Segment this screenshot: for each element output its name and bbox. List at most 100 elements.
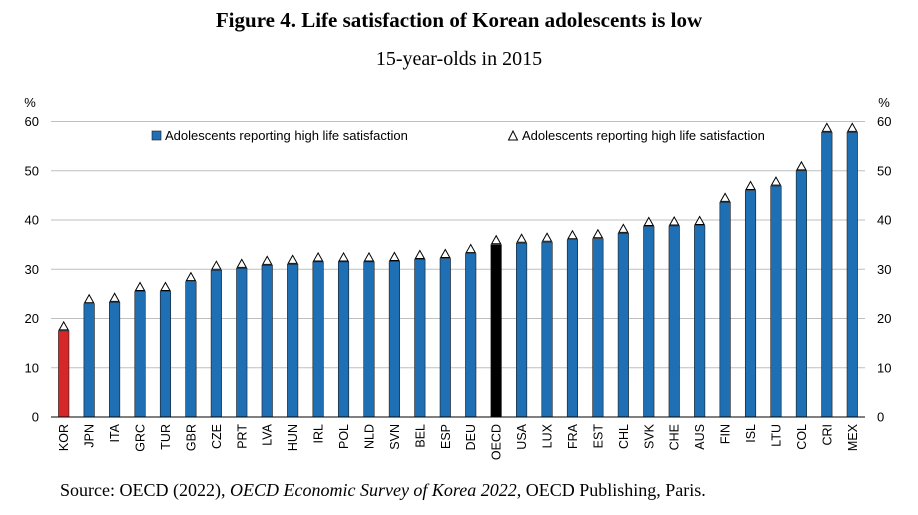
chart-title: Figure 4. Life satisfaction of Korean ad… <box>215 8 703 32</box>
marker-triangle <box>312 251 324 262</box>
x-tick-label: CHE <box>668 424 682 450</box>
bar <box>617 232 629 418</box>
bar <box>83 303 95 418</box>
y-tick-label-left: 40 <box>25 213 39 228</box>
x-tick-label: PRT <box>235 424 249 449</box>
x-tick-label: HUN <box>286 424 300 451</box>
bar <box>719 201 731 418</box>
source-suffix: , OECD Publishing, Paris. <box>516 480 706 500</box>
marker-triangle <box>58 320 70 331</box>
y-tick-label-left: 10 <box>25 360 39 375</box>
source-italic: OECD Economic Survey of Korea 2022 <box>229 480 517 500</box>
bar <box>694 225 706 418</box>
y-tick-label-right: 50 <box>877 163 891 178</box>
bar <box>109 301 121 418</box>
bar <box>363 261 375 418</box>
x-tick-label: LTU <box>769 424 783 447</box>
x-tick-label: JPN <box>83 424 97 448</box>
x-tick-label: LUX <box>541 423 555 448</box>
marker-triangle <box>694 215 706 225</box>
marker-triangle <box>210 260 222 270</box>
y-unit-right: % <box>878 95 890 110</box>
marker-triangle <box>668 215 680 226</box>
marker-triangle <box>109 292 120 302</box>
marker-triangle <box>185 271 197 282</box>
y-tick-label-left: 60 <box>25 114 39 129</box>
x-tick-label: LVA <box>261 423 275 445</box>
y-tick-label-right: 0 <box>877 410 884 425</box>
marker-triangle <box>414 249 426 259</box>
bar <box>541 241 553 418</box>
bar <box>566 239 579 418</box>
bar <box>159 291 172 418</box>
x-tick-label: ITA <box>108 423 122 442</box>
y-tick-label-left: 0 <box>32 410 39 425</box>
chart-subtitle: 15-year-olds in 2015 <box>375 48 543 70</box>
legend-label-triangle: Adolescents reporting high life satisfac… <box>522 128 765 143</box>
bar <box>185 281 197 418</box>
y-unit-left: % <box>24 95 36 110</box>
marker-triangle <box>389 251 400 261</box>
bar <box>414 259 426 418</box>
bar <box>261 265 273 418</box>
x-tick-label: GBR <box>184 424 198 451</box>
x-tick-label: CZE <box>210 424 224 449</box>
x-tick-label: DEU <box>464 424 478 450</box>
marker-triangle <box>643 216 655 226</box>
source-prefix: Source: OECD (2022), <box>60 480 230 500</box>
bar <box>58 330 70 418</box>
y-tick-label-right: 30 <box>877 262 891 277</box>
x-tick-label: KOR <box>57 424 71 451</box>
x-tick-label: SVK <box>642 423 656 449</box>
legend-swatch-triangle <box>507 129 519 141</box>
y-tick-label-right: 10 <box>877 360 891 375</box>
marker-triangle <box>617 223 629 233</box>
x-tick-label: BEL <box>413 424 427 448</box>
marker-triangle <box>465 243 477 254</box>
x-tick-label: CRI <box>820 424 834 446</box>
x-tick-label: CHL <box>617 424 631 449</box>
bar <box>643 226 655 418</box>
y-tick-label-left: 20 <box>25 311 39 326</box>
bar <box>795 170 807 418</box>
bar <box>744 190 757 418</box>
marker-triangle <box>134 281 146 291</box>
bar <box>210 269 222 418</box>
bar <box>592 238 604 418</box>
bar <box>821 132 833 418</box>
bar <box>134 291 146 418</box>
y-tick-label-right: 60 <box>877 114 891 129</box>
marker-triangle <box>770 176 782 186</box>
bar <box>668 225 680 418</box>
x-tick-label: SVN <box>388 424 402 450</box>
marker-triangle <box>567 229 578 240</box>
marker-triangle <box>719 192 731 202</box>
x-tick-label: EST <box>591 424 605 449</box>
x-tick-label: USA <box>515 423 529 449</box>
y-tick-label-right: 20 <box>877 311 891 326</box>
x-tick-label: ESP <box>439 424 453 449</box>
marker-triangle <box>516 233 527 243</box>
marker-triangle <box>490 234 502 245</box>
x-tick-label: GRC <box>134 424 148 452</box>
x-tick-label: OECD <box>490 424 504 460</box>
bar <box>312 261 324 418</box>
x-tick-label: AUS <box>693 424 707 450</box>
legend-swatch-bar <box>151 130 162 141</box>
marker-triangle <box>338 251 349 262</box>
x-tick-label: FIN <box>719 424 733 444</box>
marker-triangle <box>592 228 604 239</box>
source-note: Source: OECD (2022), OECD Economic Surve… <box>60 480 706 501</box>
bar <box>490 244 502 418</box>
marker-triangle <box>261 255 273 265</box>
bar <box>846 132 858 418</box>
marker-triangle <box>287 254 299 264</box>
marker-triangle <box>439 248 451 258</box>
y-tick-label-right: 40 <box>877 213 891 228</box>
bar <box>770 185 782 418</box>
x-tick-label: MEX <box>846 423 860 451</box>
bar <box>337 261 350 418</box>
marker-triangle <box>796 160 807 171</box>
marker-triangle <box>236 258 248 268</box>
